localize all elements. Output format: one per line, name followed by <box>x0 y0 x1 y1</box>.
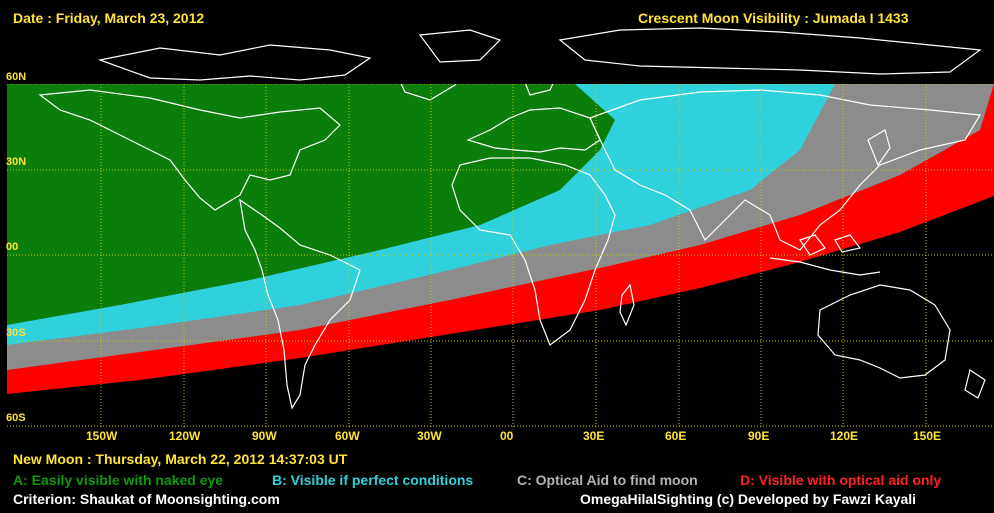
lon-label-120e: 120E <box>830 429 859 443</box>
graticule <box>7 84 994 428</box>
lon-label-60w: 60W <box>335 429 360 443</box>
arctic-coastlines <box>97 27 982 81</box>
coastlines <box>38 84 986 410</box>
lat-label-30s: 30S <box>6 327 26 339</box>
lon-label-120w: 120W <box>169 429 201 443</box>
legend-b: B: Visible if perfect conditions <box>272 472 474 488</box>
credit-label: OmegaHilalSighting (c) Developed by Fawz… <box>580 491 917 507</box>
new-moon-label: New Moon : Thursday, March 22, 2012 14:3… <box>13 451 348 467</box>
legend-a: A: Easily visible with naked eye <box>13 472 224 488</box>
lat-label-60n: 60N <box>6 71 27 83</box>
lon-label-150w: 150W <box>86 429 118 443</box>
lat-label-60s: 60S <box>6 412 26 424</box>
map-title: Crescent Moon Visibility : Jumada I 1433 <box>638 10 909 26</box>
lon-label-30e: 30E <box>583 429 605 443</box>
lon-label-90e: 90E <box>748 429 770 443</box>
lon-label-30w: 30W <box>417 429 442 443</box>
legend-c: C: Optical Aid to find moon <box>517 472 698 488</box>
zone-a-band <box>7 84 615 325</box>
date-label: Date : Friday, March 23, 2012 <box>13 10 205 26</box>
lon-label-00: 00 <box>500 429 514 443</box>
lon-label-90w: 90W <box>252 429 277 443</box>
lat-label-00: 00 <box>6 241 19 253</box>
lat-label-30n: 30N <box>6 156 27 168</box>
lon-label-60e: 60E <box>665 429 687 443</box>
criterion-label: Criterion: Shaukat of Moonsighting.com <box>13 491 280 507</box>
legend-d: D: Visible with optical aid only <box>740 472 942 488</box>
lon-label-150e: 150E <box>913 429 942 443</box>
